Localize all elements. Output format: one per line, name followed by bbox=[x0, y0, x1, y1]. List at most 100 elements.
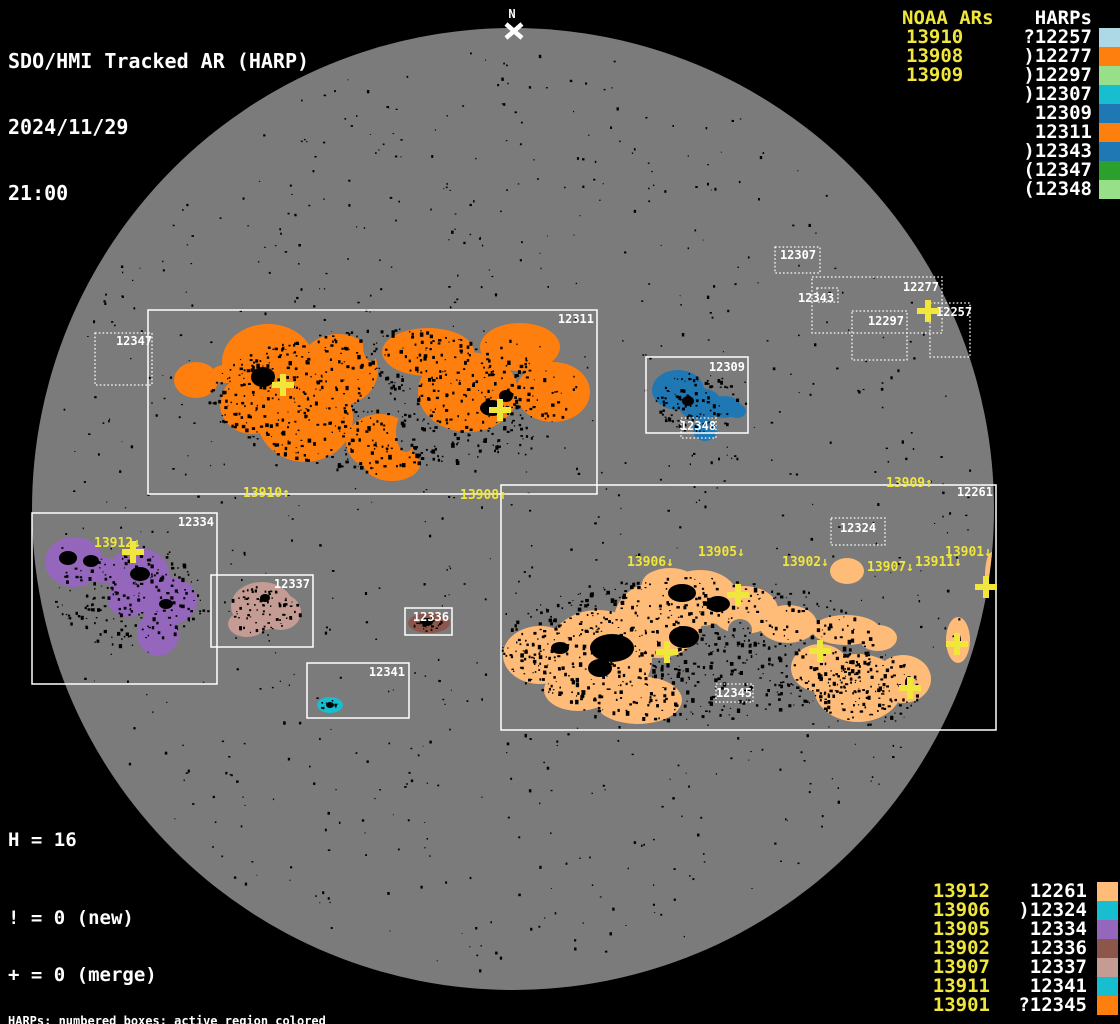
noaa-ar-item: 13909 bbox=[906, 64, 964, 86]
harp-box-12336 bbox=[404, 607, 453, 636]
harp-color-swatch bbox=[1099, 47, 1120, 66]
harp-box-label: 12257 bbox=[936, 305, 972, 319]
harps-header-row: HARPs bbox=[1008, 9, 1120, 28]
harp-color-swatch bbox=[1097, 996, 1118, 1015]
harp-color-swatch bbox=[1097, 920, 1118, 939]
harp-color-swatch bbox=[1097, 977, 1118, 996]
pair-harp: 12334 bbox=[1029, 918, 1087, 940]
noaa-cross-label: 13907↓ bbox=[867, 560, 914, 575]
harp-box-12307 bbox=[774, 246, 821, 274]
noaa-cross-13911 bbox=[946, 633, 968, 655]
harp-box-12297 bbox=[851, 310, 908, 361]
harp-box-12337 bbox=[210, 574, 314, 648]
noaa-ar-item: 13910 bbox=[906, 26, 964, 48]
harp-box-label: 12261 bbox=[957, 485, 993, 499]
harp-legend-label: (12348 bbox=[1023, 178, 1092, 200]
harp-box-label: 12324 bbox=[840, 521, 876, 535]
noaa-cross-13906 bbox=[656, 641, 678, 663]
harp-legend-row: )12297 bbox=[1008, 66, 1120, 85]
harp-box-label: 12297 bbox=[868, 314, 904, 328]
plot-title: SDO/HMI Tracked AR (HARP) bbox=[8, 49, 310, 73]
harp-color-swatch bbox=[1099, 28, 1120, 47]
harp-box-label: 12347 bbox=[116, 334, 152, 348]
noaa-ars-header: NOAA ARs bbox=[902, 7, 994, 29]
harp-box-label: 12309 bbox=[709, 360, 745, 374]
pair-row: 13911 12341 bbox=[890, 977, 1118, 996]
sunspot-umbrae bbox=[59, 367, 994, 708]
harp-legend-row: 12309 bbox=[1008, 104, 1120, 123]
noaa-cross-13910 bbox=[272, 374, 294, 396]
harp-legend-row: )12277 bbox=[1008, 47, 1120, 66]
harp-box-12277 bbox=[811, 276, 943, 334]
solar-disk bbox=[32, 28, 994, 990]
footnote-harps: HARPs: numbered boxes; active region col… bbox=[8, 1014, 326, 1024]
noaa-ars-legend: NOAA ARs 13910 13908 13909 bbox=[902, 9, 1002, 85]
harp-color-swatch bbox=[1099, 180, 1120, 199]
harp-box-12257 bbox=[929, 302, 971, 358]
harp-color-swatch bbox=[1099, 66, 1120, 85]
pair-harp: 12341 bbox=[1029, 975, 1087, 997]
harp-legend-label: 12311 bbox=[1034, 121, 1092, 143]
harp-box-12341 bbox=[306, 662, 410, 719]
noaa-cross-label: 13910↑ bbox=[243, 486, 290, 501]
harp-box-12309 bbox=[645, 356, 749, 434]
pair-noaa: 13911 bbox=[932, 975, 990, 997]
harp-box-12334 bbox=[31, 512, 218, 685]
harp-box-label: 12341 bbox=[369, 665, 405, 679]
pair-row: 13905 12334 bbox=[890, 920, 1118, 939]
harp-color-swatch bbox=[1097, 958, 1118, 977]
title-block: SDO/HMI Tracked AR (HARP) 2024/11/29 21:… bbox=[8, 6, 309, 248]
harp-color-swatch bbox=[1099, 123, 1120, 142]
symbol-key-line: ( = 2 (pad before) bbox=[8, 1023, 225, 1024]
harp-legend-label: 12309 bbox=[1034, 102, 1092, 124]
harp-box-label: 12337 bbox=[274, 577, 310, 591]
harp-box-12348 bbox=[680, 417, 717, 439]
harps-legend: HARPs ?12257 )12277 )12297 )12307 12309 … bbox=[1008, 9, 1120, 199]
harp-legend-label: )12307 bbox=[1023, 83, 1092, 105]
harp-color-swatch bbox=[1097, 882, 1118, 901]
noaa-cross-13908 bbox=[489, 399, 511, 421]
harp-count: H = 16 bbox=[8, 829, 77, 851]
harp-legend-row: (12347 bbox=[1008, 161, 1120, 180]
pair-row: 13907 12337 bbox=[890, 958, 1118, 977]
magnetogram-speckles bbox=[55, 52, 972, 973]
noaa-ar-item: 13908 bbox=[906, 45, 964, 67]
noaa-cross-13901 bbox=[975, 576, 997, 598]
noaa-cross-labels: 13910↑ 13908↑ 13909↑ 13912↓ 13906↓ 13905… bbox=[94, 476, 992, 575]
harp-color-swatch bbox=[1099, 104, 1120, 123]
noaa-cross-13907 bbox=[899, 677, 921, 699]
harp-box-label: 12348 bbox=[680, 419, 716, 433]
harp-legend-row: 12311 bbox=[1008, 123, 1120, 142]
noaa-cross-13909 bbox=[917, 300, 939, 322]
pair-noaa: 13901 bbox=[932, 994, 990, 1016]
north-marker: N bbox=[504, 7, 524, 40]
north-x-icon bbox=[504, 22, 524, 40]
pair-row: 13902 12336 bbox=[890, 939, 1118, 958]
harp-legend-label: )12277 bbox=[1023, 45, 1092, 67]
harp-legend-label: )12297 bbox=[1023, 64, 1092, 86]
harp-color-swatch bbox=[1099, 142, 1120, 161]
noaa-cross-13905 bbox=[727, 584, 749, 606]
harp-box-12261 bbox=[500, 484, 997, 731]
harp-legend-row: )12307 bbox=[1008, 85, 1120, 104]
pair-harp: 12337 bbox=[1029, 956, 1087, 978]
plot-time: 21:00 bbox=[8, 181, 69, 205]
plot-date: 2024/11/29 bbox=[8, 115, 129, 139]
noaa-cross-label: 13912↓ bbox=[94, 536, 141, 551]
harp-color-swatch bbox=[1099, 85, 1120, 104]
noaa-cross-label: 13905↓ bbox=[698, 545, 745, 560]
harp-legend-row: )12343 bbox=[1008, 142, 1120, 161]
footnotes: HARPs: numbered boxes; active region col… bbox=[8, 991, 427, 1024]
harp-legend-row: (12348 bbox=[1008, 180, 1120, 199]
harp-color-swatch bbox=[1099, 161, 1120, 180]
harp-box-12343 bbox=[816, 287, 839, 303]
pair-noaa: 13902 bbox=[932, 937, 990, 959]
harp-box-12324 bbox=[830, 517, 886, 546]
harp-boxes bbox=[31, 246, 997, 731]
pair-noaa: 13906 bbox=[932, 899, 990, 921]
noaa-cross-13902 bbox=[809, 640, 831, 662]
pair-harp: )12324 bbox=[1018, 899, 1087, 921]
symbol-key-line: ! = 0 (new) bbox=[8, 907, 134, 929]
noaa-cross-label: 13911↓ bbox=[915, 555, 962, 570]
